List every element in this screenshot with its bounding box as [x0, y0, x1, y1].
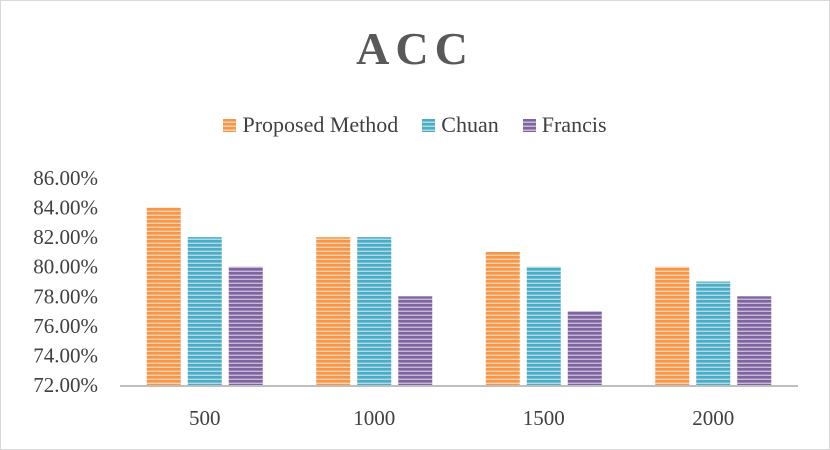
legend-item-francis: Francis	[522, 112, 607, 138]
y-tick-label: 80.00%	[33, 255, 98, 279]
x-tick-labels: 500 1000 1500 2000	[189, 406, 734, 430]
y-tick-label: 82.00%	[33, 225, 98, 249]
bar-francis-2000	[737, 296, 772, 385]
y-tick-label: 78.00%	[33, 284, 98, 308]
y-tick-label: 76.00%	[33, 314, 98, 338]
x-tick-label: 2000	[692, 406, 734, 430]
bar-chuan-2000	[696, 281, 731, 385]
y-tick-label: 74.00%	[33, 343, 98, 367]
bar-francis-500	[228, 266, 263, 385]
legend-label-francis: Francis	[541, 112, 607, 137]
bar-proposed-method-1000	[316, 237, 351, 385]
bar-proposed-method-500	[146, 207, 181, 385]
y-tick-labels: 72.00% 74.00% 76.00% 78.00% 80.00% 82.00% 84.0…	[33, 166, 98, 397]
bar-chuan-1500	[526, 266, 561, 385]
bar-francis-1000	[398, 296, 433, 385]
y-tick-label: 84.00%	[33, 196, 98, 220]
x-tick-label: 1500	[523, 406, 565, 430]
legend-label-proposed-method: Proposed Method	[242, 112, 399, 137]
x-tick-label: 500	[189, 406, 221, 430]
legend-swatch-proposed-method	[223, 118, 237, 132]
legend: Proposed Method Chuan Francis	[0, 112, 830, 138]
bar-francis-1500	[567, 311, 602, 385]
legend-item-proposed-method: Proposed Method	[223, 112, 398, 138]
legend-item-chuan: Chuan	[422, 112, 499, 138]
legend-swatch-francis	[522, 118, 536, 132]
bar-proposed-method-2000	[655, 266, 690, 385]
bar-chuan-1000	[357, 237, 392, 385]
y-tick-label: 72.00%	[33, 373, 98, 397]
legend-label-chuan: Chuan	[441, 112, 499, 137]
y-tick-label: 86.00%	[33, 166, 98, 190]
chart-title: ACC	[356, 23, 474, 74]
legend-swatch-chuan	[422, 118, 436, 132]
bar-proposed-method-1500	[485, 251, 520, 385]
x-tick-label: 1000	[353, 406, 395, 430]
bar-chuan-500	[187, 237, 222, 385]
bars-group	[146, 207, 772, 385]
